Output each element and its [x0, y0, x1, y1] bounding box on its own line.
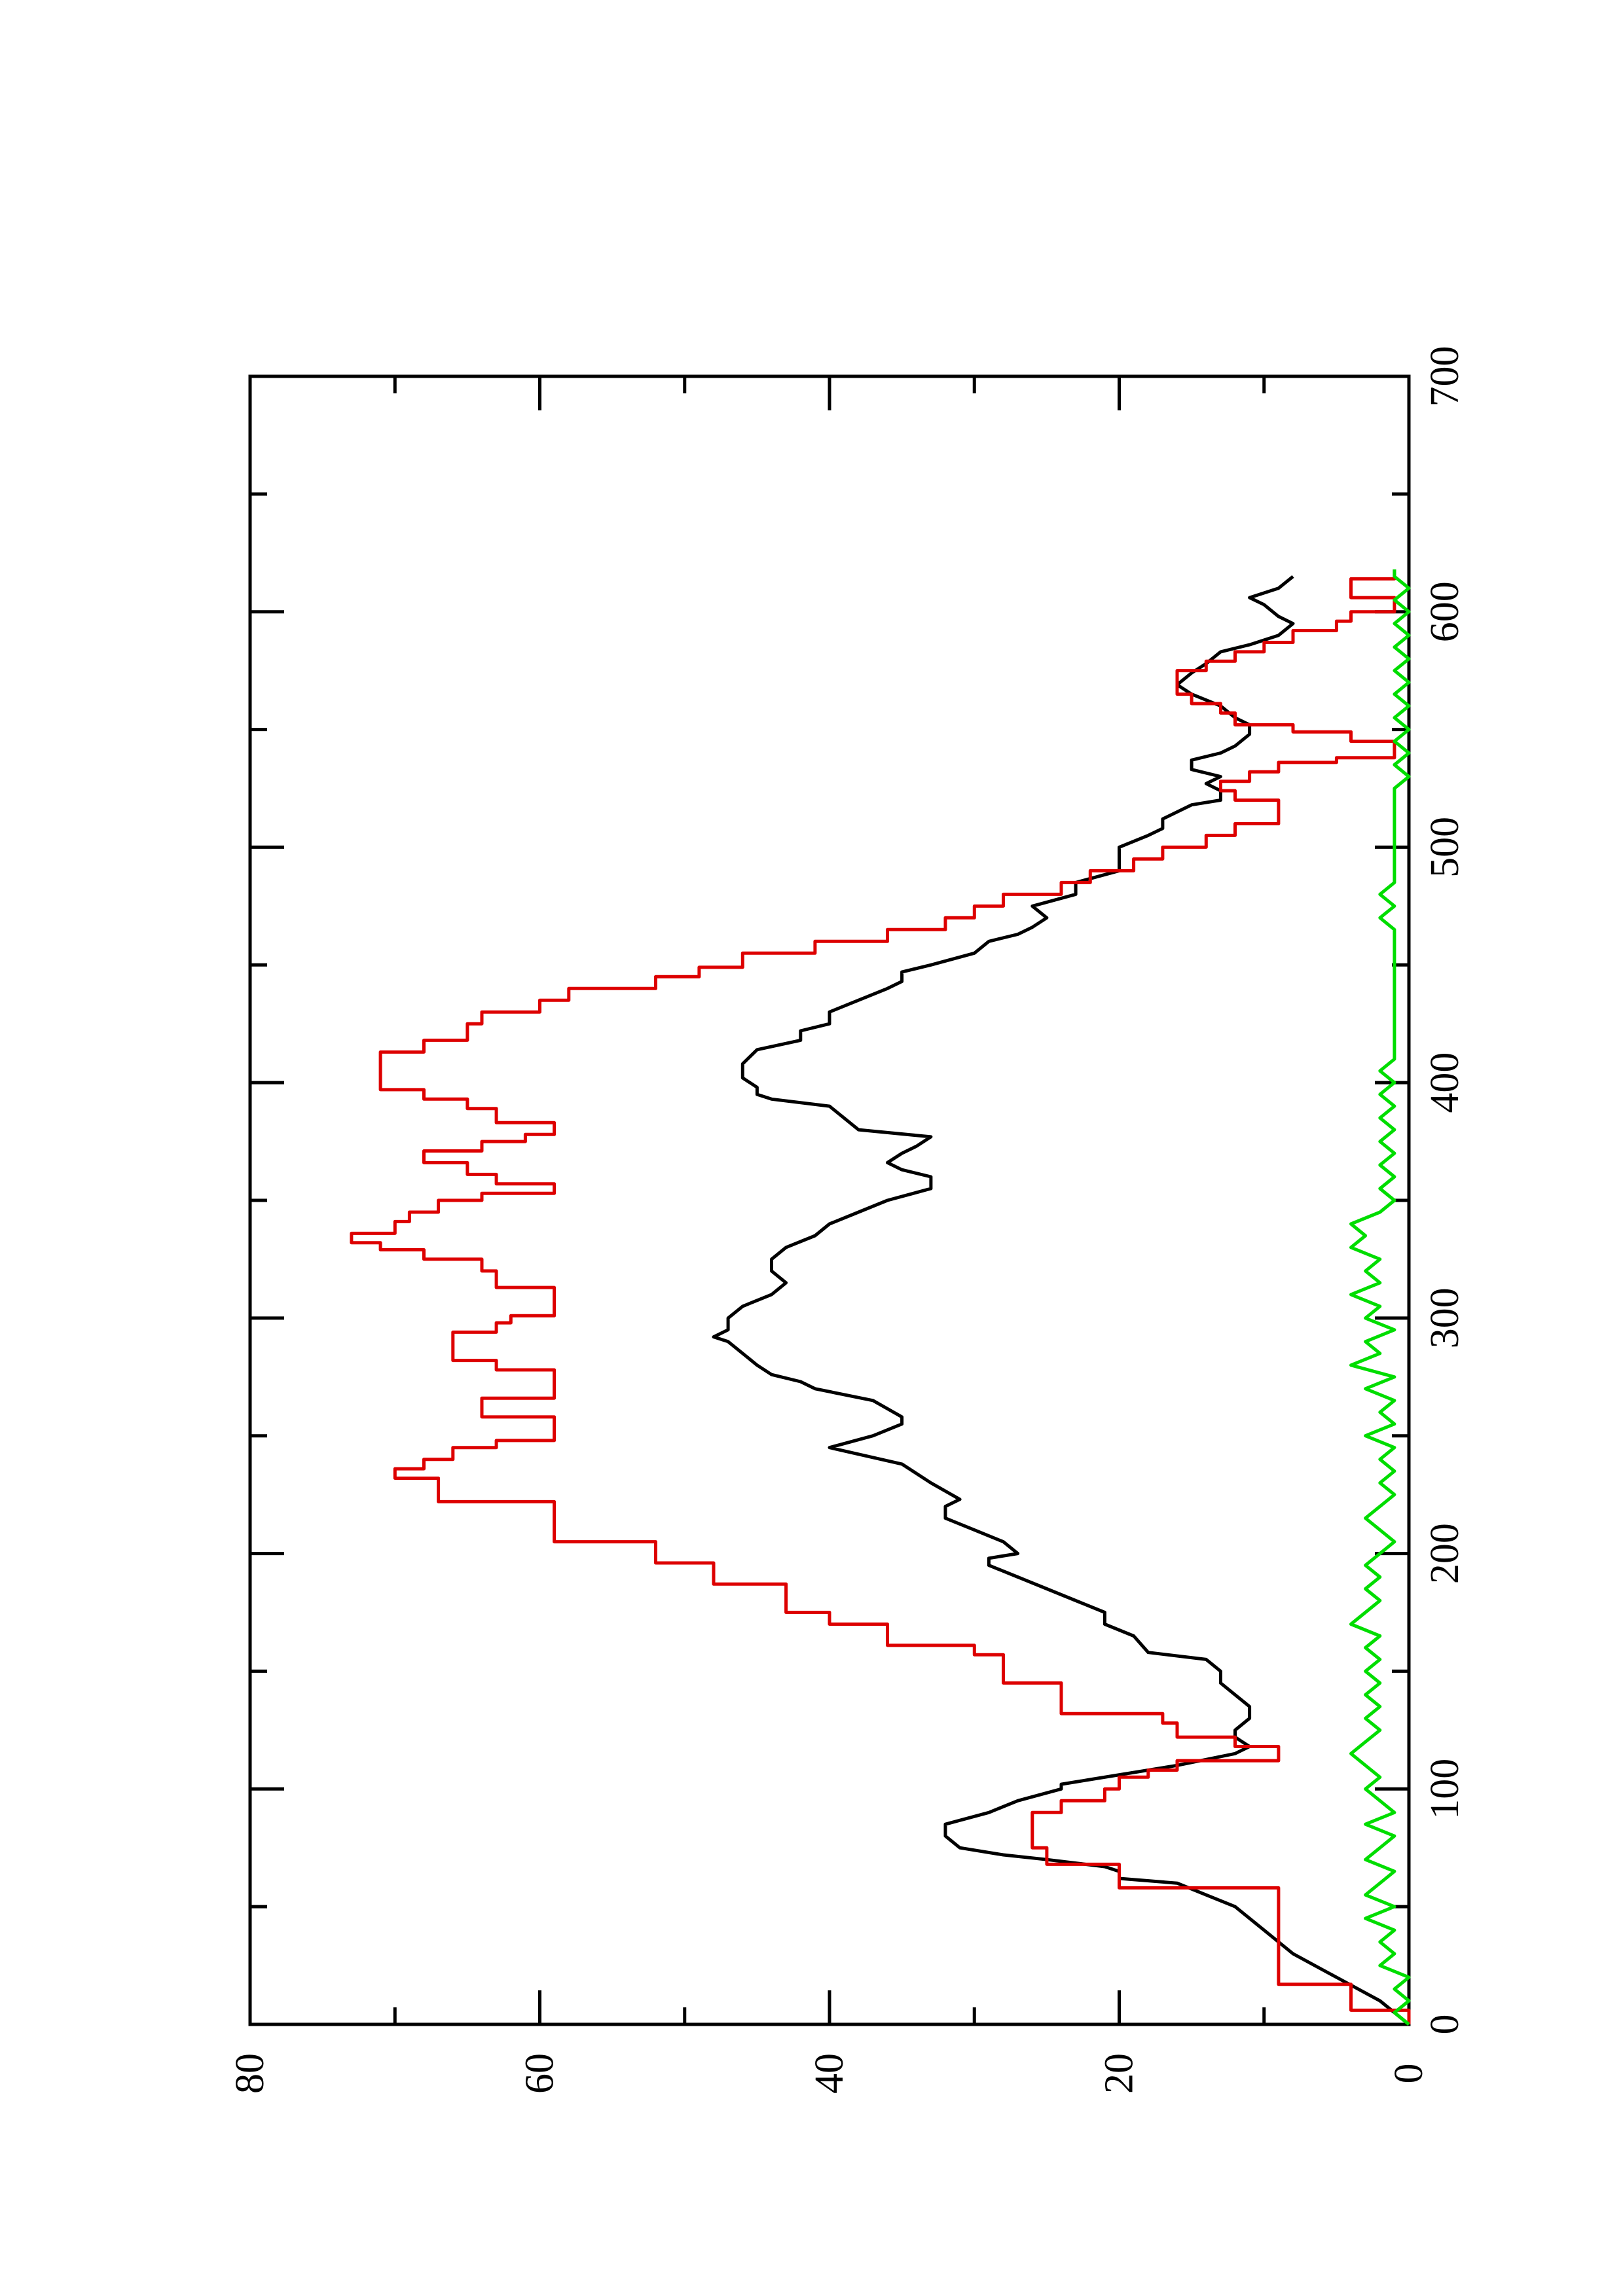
x-tick-label: 0	[1423, 2015, 1467, 2035]
y-tick-label: 80	[228, 2053, 272, 2094]
y-tick-label: 0	[1387, 2064, 1431, 2084]
x-tick-label: 400	[1423, 1052, 1467, 1113]
y-tick-label: 40	[807, 2053, 852, 2094]
series-group	[350, 569, 1411, 2026]
plot-frame	[248, 374, 1411, 2026]
x-tick-label: 300	[1423, 1287, 1467, 1348]
y-tick-label: 60	[518, 2053, 562, 2094]
y-tick-label: 20	[1097, 2053, 1142, 2094]
x-tick-label: 200	[1423, 1523, 1467, 1584]
series-line-2	[350, 569, 1411, 2024]
x-tick-label: 100	[1423, 1759, 1467, 1820]
tick-labels: 0 100 200 300 400 500 600 700 0 20 40 60 80	[228, 346, 1467, 2094]
x-tick-label: 600	[1423, 581, 1467, 642]
x-tick-label: 700	[1423, 346, 1467, 407]
x-tick-label: 500	[1423, 817, 1467, 878]
series-line-3	[1349, 569, 1411, 2026]
axis-ticks	[248, 374, 1411, 2026]
